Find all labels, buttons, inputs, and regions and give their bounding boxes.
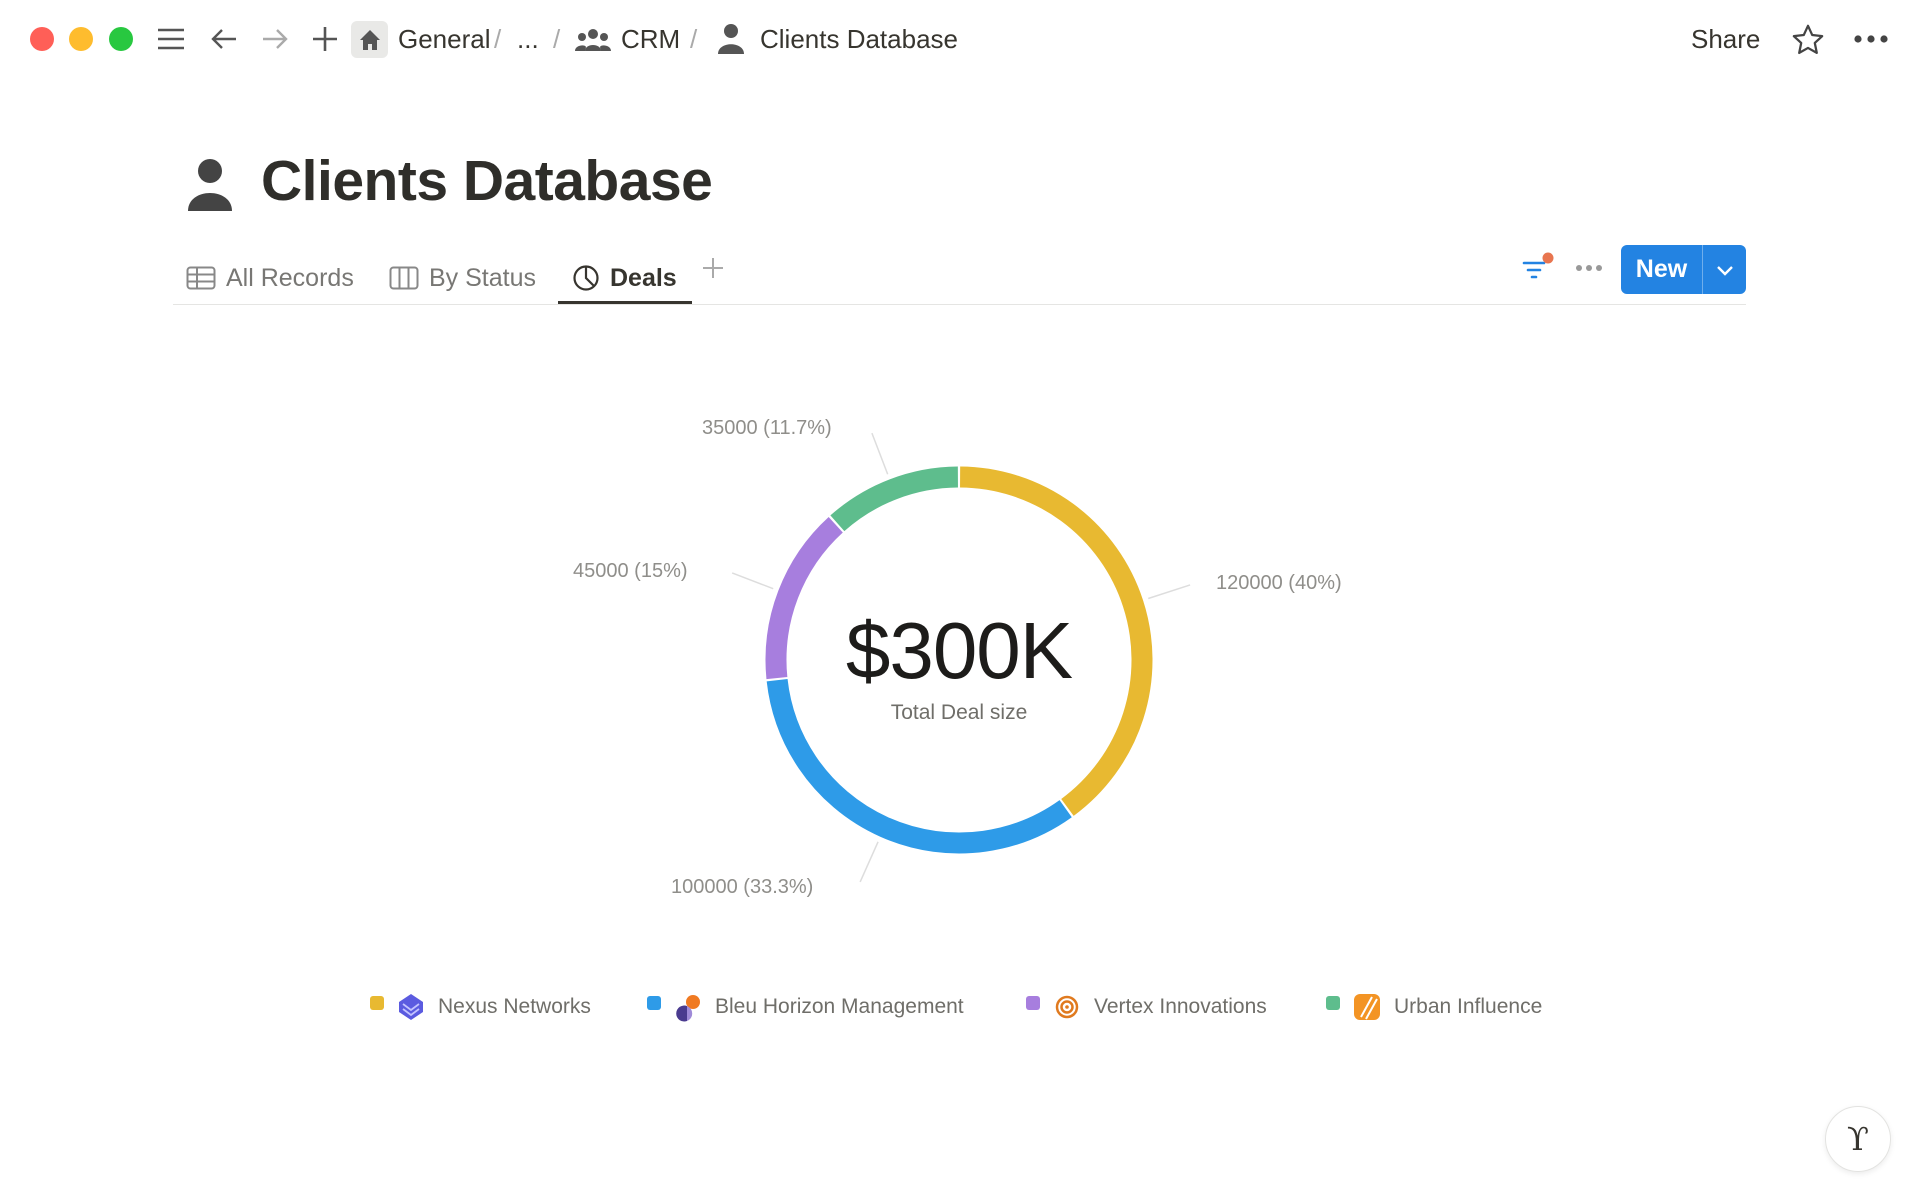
bleu-horizon-logo-icon (676, 995, 700, 1022)
legend-swatch (370, 996, 384, 1010)
view-options-icon[interactable] (1574, 258, 1604, 278)
tab-all-records[interactable]: All Records (186, 252, 354, 304)
legend-label: Vertex Innovations (1094, 995, 1267, 1018)
legend-item-urban[interactable]: Urban Influence (1326, 990, 1542, 1024)
legend-item-vertex[interactable]: Vertex Innovations (1026, 990, 1267, 1024)
help-icon: ϒ (1847, 1120, 1869, 1158)
slice-leader-line (859, 841, 879, 883)
legend-item-bleu[interactable]: Bleu Horizon Management (647, 990, 964, 1024)
chart-center-label: Total Deal size (890, 701, 1028, 724)
donut-slice[interactable] (830, 466, 959, 532)
slice-leader-line (731, 572, 774, 590)
chevron-down-icon[interactable] (1703, 245, 1746, 294)
slice-label-nexus: 120000 (40%) (1216, 572, 1342, 594)
new-button-label[interactable]: New (1621, 245, 1703, 294)
donut-slice[interactable] (960, 466, 1153, 816)
breadcrumb-separator: / (690, 24, 698, 54)
legend-swatch (1326, 996, 1340, 1010)
home-icon[interactable] (351, 21, 388, 58)
table-icon (186, 266, 216, 290)
close-window-button[interactable] (30, 27, 54, 51)
page-title: Clients Database (261, 149, 713, 213)
vertex-logo-icon (1055, 995, 1079, 1019)
plus-icon[interactable] (310, 24, 340, 54)
legend-label: Nexus Networks (438, 995, 591, 1018)
divider (173, 304, 1746, 305)
star-icon[interactable] (1790, 22, 1826, 58)
minimize-window-button[interactable] (69, 27, 93, 51)
page-person-icon (184, 157, 236, 213)
breadcrumb-separator: / (494, 24, 502, 54)
forward-arrow-icon[interactable] (259, 24, 291, 54)
new-button[interactable]: New (1621, 245, 1746, 294)
breadcrumb-clients-database[interactable]: Clients Database (760, 24, 958, 54)
legend-label: Bleu Horizon Management (715, 995, 964, 1018)
person-icon (716, 22, 746, 56)
breadcrumb-ellipsis[interactable]: ... (517, 24, 539, 54)
tab-by-status[interactable]: By Status (389, 252, 536, 304)
more-options-icon[interactable] (1852, 28, 1890, 50)
group-icon (575, 26, 611, 54)
breadcrumb-crm[interactable]: CRM (621, 24, 681, 54)
tab-label: By Status (429, 263, 536, 292)
slice-label-bleu: 100000 (33.3%) (671, 876, 814, 898)
legend-swatch (1026, 996, 1040, 1010)
legend-label: Urban Influence (1394, 995, 1543, 1018)
share-button[interactable]: Share (1691, 24, 1761, 54)
board-icon (389, 266, 419, 290)
tab-deals[interactable]: Deals (572, 252, 677, 304)
slice-leader-line (1148, 584, 1191, 600)
slice-label-urban: 35000 (11.7%) (702, 417, 832, 439)
donut-slice[interactable] (766, 679, 1072, 854)
maximize-window-button[interactable] (109, 27, 133, 51)
chart-center-value: $300K (845, 606, 1073, 695)
tab-label: All Records (226, 263, 354, 292)
filter-icon[interactable] (1520, 252, 1556, 284)
tab-label: Deals (610, 263, 677, 292)
slice-leader-line (871, 432, 889, 475)
slice-label-vertex: 45000 (15%) (573, 560, 688, 582)
breadcrumb-separator: / (553, 24, 561, 54)
add-view-icon[interactable] (700, 255, 726, 281)
legend-swatch (647, 996, 661, 1010)
active-tab-indicator (558, 301, 692, 304)
nexus-logo-icon (399, 994, 423, 1020)
donut-slice[interactable] (765, 516, 843, 680)
menu-icon[interactable] (155, 24, 187, 54)
legend-item-nexus[interactable]: Nexus Networks (370, 990, 591, 1024)
help-button[interactable]: ϒ (1825, 1106, 1891, 1172)
breadcrumb-general[interactable]: General (398, 24, 491, 54)
back-arrow-icon[interactable] (208, 24, 240, 54)
urban-influence-logo-icon (1354, 994, 1380, 1020)
pie-chart-icon (573, 265, 599, 291)
